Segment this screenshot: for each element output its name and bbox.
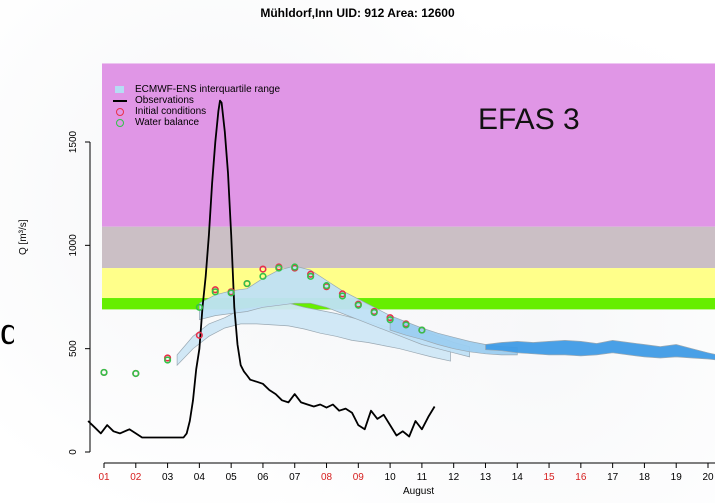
water-balance-point (243, 279, 251, 288)
x-tick-label: 14 (512, 472, 524, 483)
y-tick-label: 0 (68, 449, 79, 455)
x-tick-label: 05 (226, 472, 238, 483)
water-balance-point (275, 264, 283, 272)
water-balance-point (100, 368, 108, 377)
water-balance-point (227, 289, 235, 297)
x-tick-label: 01 (98, 472, 110, 483)
water-balance-point (370, 308, 378, 317)
x-tick-label: 15 (543, 472, 555, 483)
legend-label: Water balance (135, 117, 200, 128)
initial-condition-point (195, 331, 203, 339)
x-tick-label: 03 (162, 472, 174, 483)
x-tick-label: 16 (575, 472, 587, 483)
legend-label: Observations (135, 95, 194, 106)
axes: 0 500 1000 1500 01 02 03 04 05 06 07 08 09 10 11 12 13 14… (68, 130, 715, 483)
water-balance-series (100, 263, 426, 378)
legend-box-symbol (113, 84, 127, 95)
water-balance-point (338, 292, 347, 300)
x-tick-label: 12 (448, 472, 460, 483)
x-tick-label: 10 (385, 472, 397, 483)
y-tick-label: 1000 (68, 234, 79, 257)
legend-circle-symbol (113, 117, 127, 128)
x-tick-label: 04 (194, 472, 206, 483)
water-balance-point (418, 326, 426, 334)
ensemble-bands (176, 265, 715, 367)
legend-item: Water balance (113, 117, 280, 128)
x-axis-title: August (403, 486, 435, 497)
x-tick-label: 08 (321, 472, 333, 483)
threshold-band (102, 226, 715, 269)
water-balance-point (291, 263, 299, 271)
legend-circle-symbol (113, 106, 127, 117)
legend-item: Observations (113, 95, 280, 106)
legend-line-symbol (113, 95, 127, 106)
x-tick-label: 17 (607, 472, 619, 483)
legend-item: ECMWF-ENS interquartile range (113, 84, 280, 95)
water-balance-point (322, 282, 331, 290)
legend-label: ECMWF-ENS interquartile range (135, 84, 281, 95)
observations-line (87, 99, 436, 439)
chart-title: Mühldorf,Inn UID: 912 Area: 12600 (260, 6, 455, 20)
legend: ECMWF-ENS interquartile range Observatio… (113, 84, 280, 128)
water-balance-point (307, 272, 315, 280)
threshold-band (102, 268, 715, 299)
water-balance-point (259, 272, 267, 280)
water-balance-point (132, 369, 140, 378)
cut-off-slide-text: d (0, 312, 14, 352)
water-balance-point (211, 288, 219, 296)
water-balance-point (163, 356, 172, 364)
y-tick-label: 1500 (68, 130, 79, 153)
threshold-band (102, 63, 715, 227)
x-tick-label: 19 (671, 472, 683, 483)
x-tick-label: 07 (289, 472, 301, 483)
x-tick-label: 20 (702, 472, 714, 483)
water-balance-point (402, 321, 410, 329)
x-tick-label: 13 (480, 472, 492, 483)
x-tick-label: 11 (417, 472, 428, 483)
initial-condition-point (259, 265, 267, 273)
water-balance-point (386, 316, 394, 324)
ensemble-band (485, 340, 715, 361)
observations-series (87, 99, 436, 439)
water-balance-point (195, 303, 203, 311)
x-tick-label: 18 (639, 472, 651, 483)
x-tick-label: 06 (257, 472, 269, 483)
y-tick-label: 500 (68, 340, 79, 357)
water-balance-point (354, 301, 362, 309)
efas-annotation: EFAS 3 (478, 103, 580, 136)
y-axis-title: Q [m³/s] (18, 219, 29, 255)
x-tick-label: 09 (353, 472, 365, 483)
legend-item: Initial conditions (113, 106, 280, 117)
legend-label: Initial conditions (135, 106, 207, 117)
x-tick-label: 02 (130, 472, 142, 483)
threshold-band (102, 298, 715, 310)
